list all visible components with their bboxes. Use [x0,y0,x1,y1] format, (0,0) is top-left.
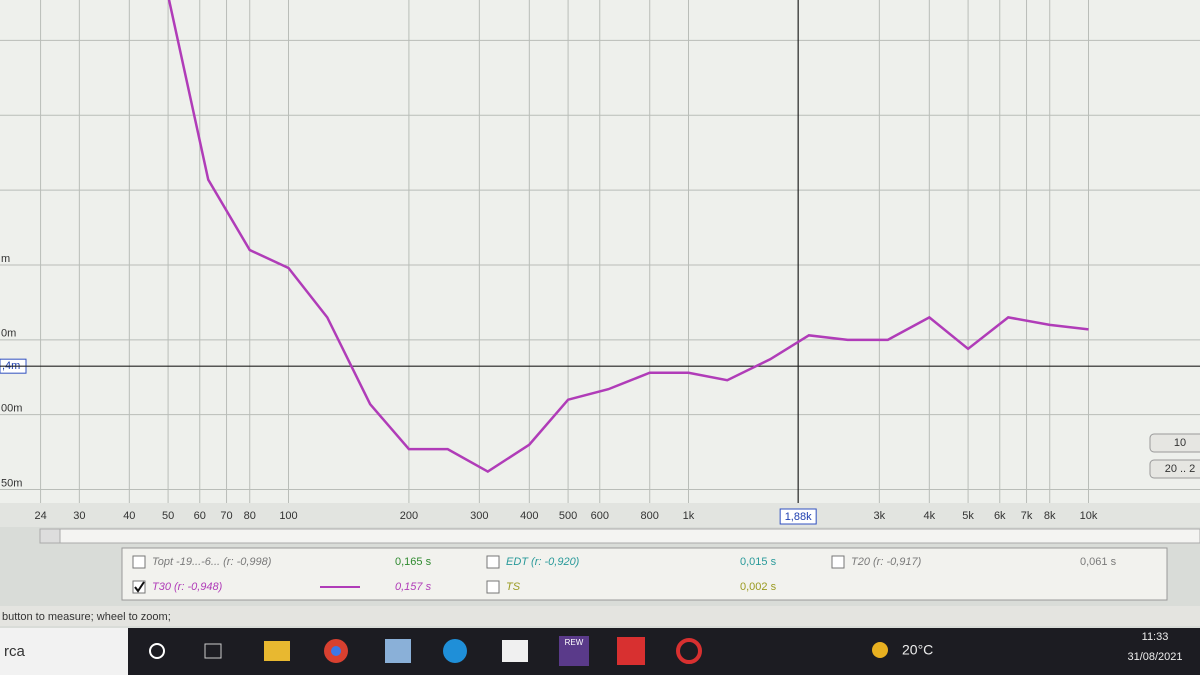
x-tick-label: 24 [34,510,46,522]
y-tick-label: m [1,253,10,265]
scroll-left[interactable] [39,528,61,544]
side-button-label: 10 [1174,437,1186,449]
status-bar [0,606,1200,626]
result-value: 0,015 s [740,556,777,568]
x-axis: 24 30 40 50 60 70 80 100 200 300 400 500 600 800 1k 3k 4… [34,508,1098,525]
x-axis-band [0,503,1200,527]
x-tick-label: 70 [220,510,232,522]
x-tick-label: 60 [194,510,206,522]
plot [0,0,1200,503]
result-checkbox[interactable] [132,555,146,569]
x-tick-label: 1k [683,510,695,522]
y-tick-label: 00m [1,403,22,415]
app-ring-icon[interactable] [676,638,702,664]
rew-label: REW [565,638,584,647]
x-tick-label: 200 [400,510,418,522]
results: T30 (r: -0,948) 0,157 s Topt -19...-6... (… [132,555,1117,594]
x-tick-label: 600 [591,510,609,522]
series-result: 0,157 s [395,581,432,593]
x-tick-label: 3k [874,510,886,522]
start-search[interactable] [149,643,165,659]
x-tick-label: 7k [1021,510,1033,522]
x-tick-label: 300 [470,510,488,522]
explorer-icon[interactable] [264,641,290,661]
cursor-x-label: 1,88k [785,511,812,523]
result-name: EDT (r: -0,920) [506,556,580,568]
x-tick-label: 8k [1044,510,1056,522]
app-icon[interactable] [385,639,411,663]
chrome-icon-center [331,646,341,656]
data-line [167,0,1089,474]
x-tick-label: 80 [244,510,256,522]
side-button[interactable] [1149,459,1200,479]
x-tick-label: 30 [73,510,85,522]
x-tick-label: 6k [994,510,1006,522]
task-view[interactable] [204,643,222,659]
app-red-icon[interactable] [617,637,645,665]
result-name: TS [506,581,521,593]
side-buttons: 10 20 .. 2 [1149,433,1200,479]
x-tick-label: 100 [279,510,297,522]
edge-icon[interactable] [443,639,467,663]
result-checkbox[interactable] [486,555,500,569]
x-tick-label: 5k [962,510,974,522]
taskbar [0,628,1200,675]
rew-icon[interactable] [559,636,589,666]
x-tick-label: 4k [924,510,936,522]
cursor-x-box [779,508,817,525]
results-panel [121,547,1168,601]
result-value: 0,002 s [740,581,777,593]
result-checkbox[interactable] [486,580,500,594]
search-text: rca [4,643,25,660]
status-text: button to measure; wheel to zoom; [2,611,171,623]
clock-date: 31/08/2021 [1127,651,1182,663]
result-name: T20 (r: -0,917) [851,556,922,568]
check-mark [134,581,145,593]
weather-text: 20°C [902,642,933,658]
x-tick-label: 500 [559,510,577,522]
x-tick-label: 40 [123,510,135,522]
window-icon[interactable] [502,640,528,662]
search-box[interactable] [0,628,128,675]
y-tick-label: 0m [1,328,16,340]
result-value: 0,061 s [1080,556,1117,568]
result-checkbox[interactable] [831,555,845,569]
scrollbar[interactable] [39,528,1200,544]
x-tick-label: 800 [641,510,659,522]
x-tick-label: 50 [162,510,174,522]
clock-time: 11:33 [1142,631,1169,643]
result-value: 0,165 s [395,556,432,568]
x-tick-label: 10k [1080,510,1098,522]
side-button-label: 20 .. 2 [1165,463,1196,475]
result-name: Topt -19...-6... (r: -0,998) [152,556,272,568]
y-tick-label: 50m [1,477,22,489]
x-tick-label: 400 [520,510,538,522]
weather-icon [872,642,888,658]
series-name: T30 (r: -0,948) [152,581,223,593]
side-button[interactable] [1149,433,1200,453]
